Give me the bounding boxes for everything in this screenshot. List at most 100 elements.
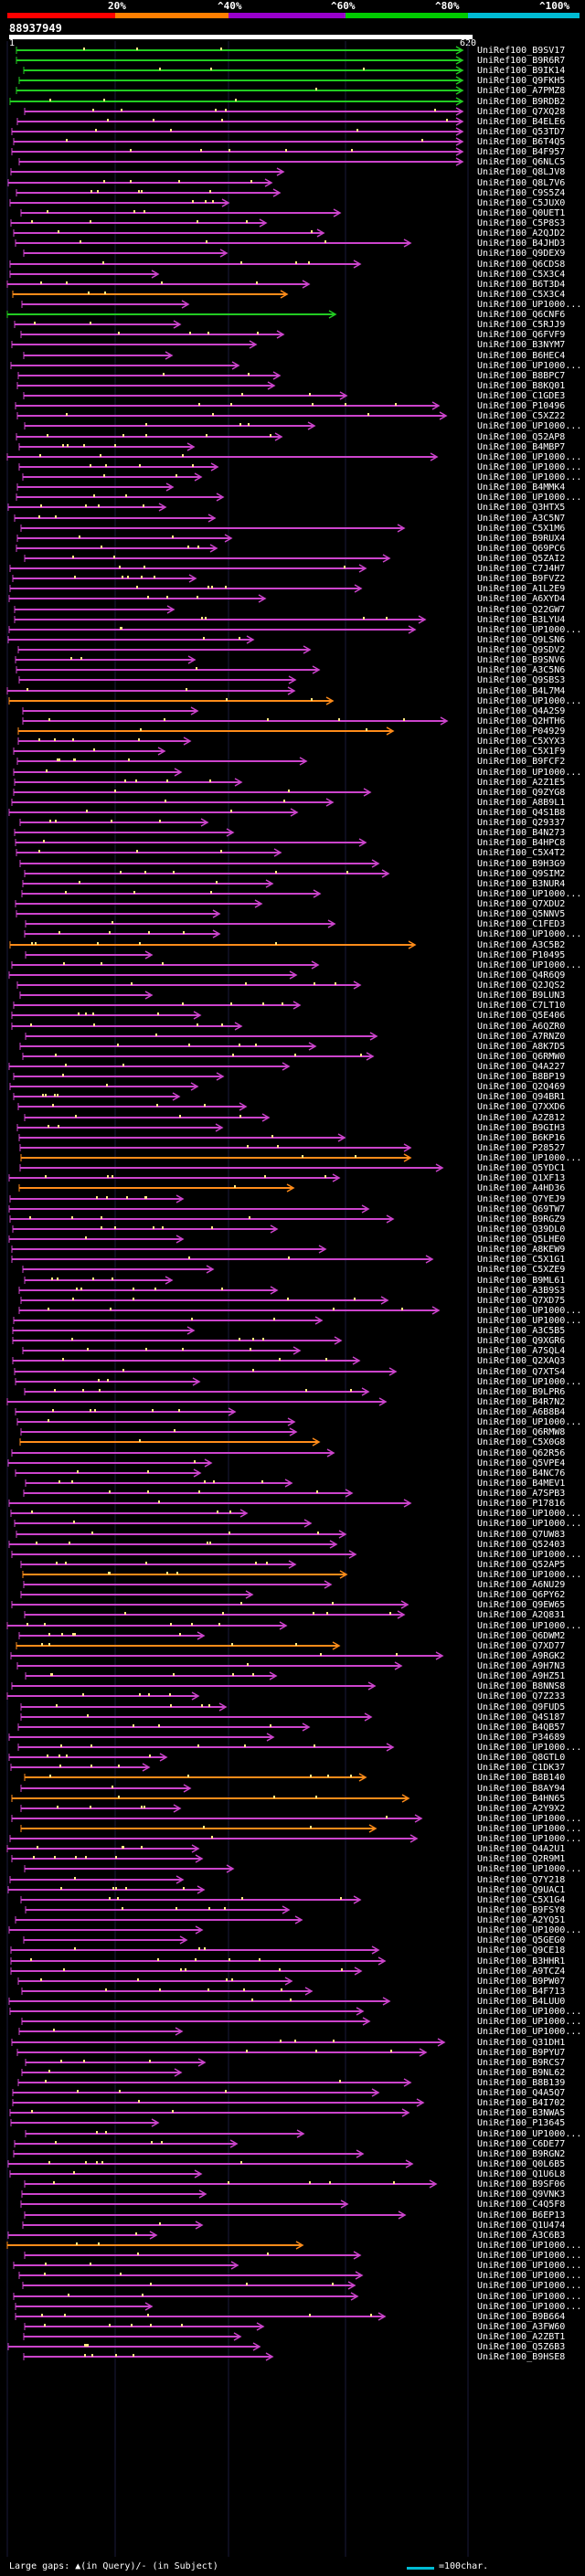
hit-label[interactable]: UniRef100_B4MEV1 [477,1479,566,1489]
hit-label[interactable]: UniRef100_C9S5Z4 [477,188,566,198]
hit-label[interactable]: UniRef100_C5X3C4 [477,290,566,300]
hit-label[interactable]: UniRef100_Q7XXD6 [477,1102,566,1112]
hit-label[interactable]: UniRef100_B4F713 [477,1987,566,1997]
hit-label[interactable]: UniRef100_Q5Z6B3 [477,2342,566,2352]
hit-label[interactable]: UniRef100_A2YQ51 [477,1915,566,1925]
hit-label[interactable]: UniRef100_B9R6R7 [477,56,566,66]
hit-label[interactable]: UniRef100_Q5ZAI2 [477,554,566,564]
hit-label[interactable]: UniRef100_P13645 [477,2118,566,2128]
hit-label[interactable]: UniRef100_A3C5N7 [477,514,566,524]
hit-label[interactable]: UniRef100_Q2HTH6 [477,716,566,726]
hit-label[interactable]: UniRef100_Q5YDC1 [477,1163,566,1173]
hit-label[interactable]: UniRef100_Q69TW7 [477,1204,566,1214]
hit-label[interactable]: UniRef100_Q9SDV2 [477,645,566,655]
hit-label[interactable]: UniRef100_C5X1G4 [477,1895,566,1905]
hit-label[interactable]: UniRef100_UP1000... [477,889,582,899]
hit-label[interactable]: UniRef100_C5X1G1 [477,1255,566,1265]
hit-label[interactable]: UniRef100_B9B664 [477,2312,566,2322]
hit-label[interactable]: UniRef100_C5JUX0 [477,198,566,208]
hit-label[interactable]: UniRef100_B9FSY8 [477,1905,566,1915]
hit-label[interactable]: UniRef100_B6KP16 [477,1133,566,1143]
hit-label[interactable]: UniRef100_UP1000... [477,2027,582,2037]
hit-label[interactable]: UniRef100_Q7XD77 [477,1641,566,1651]
hit-label[interactable]: UniRef100_B4F957 [477,147,566,157]
hit-label[interactable]: UniRef100_B9RCS7 [477,2058,566,2068]
hit-label[interactable]: UniRef100_Q9CE18 [477,1945,566,1956]
hit-label[interactable]: UniRef100_B9PYU7 [477,2048,566,2058]
hit-label[interactable]: UniRef100_B4HPC8 [477,838,566,848]
hit-label[interactable]: UniRef100_Q31DH1 [477,2038,566,2048]
hit-label[interactable]: UniRef100_Q8L7V6 [477,178,566,188]
hit-label[interactable]: UniRef100_Q4A2S9 [477,706,566,716]
hit-label[interactable]: UniRef100_C5X3C4 [477,270,566,280]
hit-label[interactable]: UniRef100_Q2Q469 [477,1082,566,1092]
hit-label[interactable]: UniRef100_A6XYD4 [477,594,566,604]
hit-label[interactable]: UniRef100_P10495 [477,950,566,960]
hit-label[interactable]: UniRef100_B3NWA5 [477,2108,566,2118]
hit-label[interactable]: UniRef100_UP1000... [477,2292,582,2302]
hit-label[interactable]: UniRef100_Q94BR1 [477,1092,566,1102]
hit-label[interactable]: UniRef100_A8B9L1 [477,798,566,808]
hit-label[interactable]: UniRef100_UP1000... [477,1621,582,1631]
hit-label[interactable]: UniRef100_Q4A2U1 [477,1844,566,1854]
hit-label[interactable]: UniRef100_P04929 [477,726,566,737]
hit-label[interactable]: UniRef100_UP1000... [477,2129,582,2139]
hit-label[interactable]: UniRef100_UP1000... [477,1519,582,1529]
hit-label[interactable]: UniRef100_B6T4Q5 [477,137,566,147]
hit-label[interactable]: UniRef100_Q9FKH5 [477,76,566,86]
hit-label[interactable]: UniRef100_Q52AP8 [477,432,566,442]
hit-label[interactable]: UniRef100_C1GDE3 [477,391,566,401]
hit-label[interactable]: UniRef100_C5P8S3 [477,218,566,228]
hit-label[interactable]: UniRef100_Q2JQS2 [477,981,566,991]
hit-label[interactable]: UniRef100_Q5VPE4 [477,1458,566,1468]
hit-label[interactable]: UniRef100_Q9ZYG8 [477,788,566,798]
hit-label[interactable]: UniRef100_B9SV17 [477,46,566,56]
hit-label[interactable]: UniRef100_Q29337 [477,818,566,828]
hit-label[interactable]: UniRef100_Q1U474 [477,2221,566,2231]
hit-label[interactable]: UniRef100_B9RGN2 [477,2149,566,2159]
hit-label[interactable]: UniRef100_B9PW07 [477,1977,566,1987]
hit-label[interactable]: UniRef100_UP1000... [477,1417,582,1427]
hit-label[interactable]: UniRef100_B9RDB2 [477,97,566,107]
hit-label[interactable]: UniRef100_Q7UW83 [477,1530,566,1540]
hit-label[interactable]: UniRef100_Q0UET1 [477,208,566,218]
hit-label[interactable]: UniRef100_B9LPR6 [477,1387,566,1397]
hit-label[interactable]: UniRef100_Q52403 [477,1540,566,1550]
hit-label[interactable]: UniRef100_C1FED3 [477,919,566,929]
hit-label[interactable]: UniRef100_A6NU29 [477,1580,566,1590]
hit-label[interactable]: UniRef100_UP1000... [477,462,582,472]
hit-label[interactable]: UniRef100_C6DE77 [477,2139,566,2149]
hit-label[interactable]: UniRef100_Q2R9M1 [477,1854,566,1864]
hit-label[interactable]: UniRef100_Q6PY62 [477,1590,566,1600]
hit-label[interactable]: UniRef100_UP1000... [477,493,582,503]
hit-label[interactable]: UniRef100_A8KEW9 [477,1245,566,1255]
hit-label[interactable]: UniRef100_UP1000... [477,2302,582,2312]
hit-label[interactable]: UniRef100_B4LUU0 [477,1997,566,2007]
hit-label[interactable]: UniRef100_A1L2E9 [477,584,566,594]
hit-label[interactable]: UniRef100_Q62R56 [477,1448,566,1458]
hit-label[interactable]: UniRef100_A2Z1E5 [477,778,566,788]
hit-label[interactable]: UniRef100_B9LUN3 [477,991,566,1001]
hit-label[interactable]: UniRef100_UP1000... [477,361,582,371]
hit-label[interactable]: UniRef100_UP1000... [477,929,582,939]
hit-label[interactable]: UniRef100_Q53TD7 [477,127,566,137]
hit-label[interactable]: UniRef100_B9FCF2 [477,757,566,767]
hit-label[interactable]: UniRef100_B3LYU4 [477,615,566,625]
hit-label[interactable]: UniRef100_Q6CNF6 [477,310,566,320]
hit-label[interactable]: UniRef100_Q9SIM2 [477,869,566,879]
hit-label[interactable]: UniRef100_Q5E406 [477,1011,566,1021]
hit-label[interactable]: UniRef100_C1DK37 [477,1763,566,1773]
hit-label[interactable]: UniRef100_C7J4H7 [477,564,566,574]
hit-label[interactable]: UniRef100_Q6FVF9 [477,330,566,340]
hit-label[interactable]: UniRef100_Q4A5Q7 [477,2088,566,2098]
hit-label[interactable]: UniRef100_UP1000... [477,1570,582,1580]
hit-label[interactable]: UniRef100_B4I702 [477,2098,566,2108]
hit-label[interactable]: UniRef100_Q7XQ28 [477,107,566,117]
hit-label[interactable]: UniRef100_B4R7N2 [477,1397,566,1407]
hit-label[interactable]: UniRef100_A9H7N3 [477,1661,566,1671]
hit-label[interactable]: UniRef100_Q9VNK3 [477,2189,566,2200]
hit-label[interactable]: UniRef100_Q2XAQ3 [477,1356,566,1366]
hit-label[interactable]: UniRef100_B9SF06 [477,2179,566,2189]
hit-label[interactable]: UniRef100_UP1000... [477,1316,582,1326]
hit-label[interactable]: UniRef100_C5X1F9 [477,747,566,757]
